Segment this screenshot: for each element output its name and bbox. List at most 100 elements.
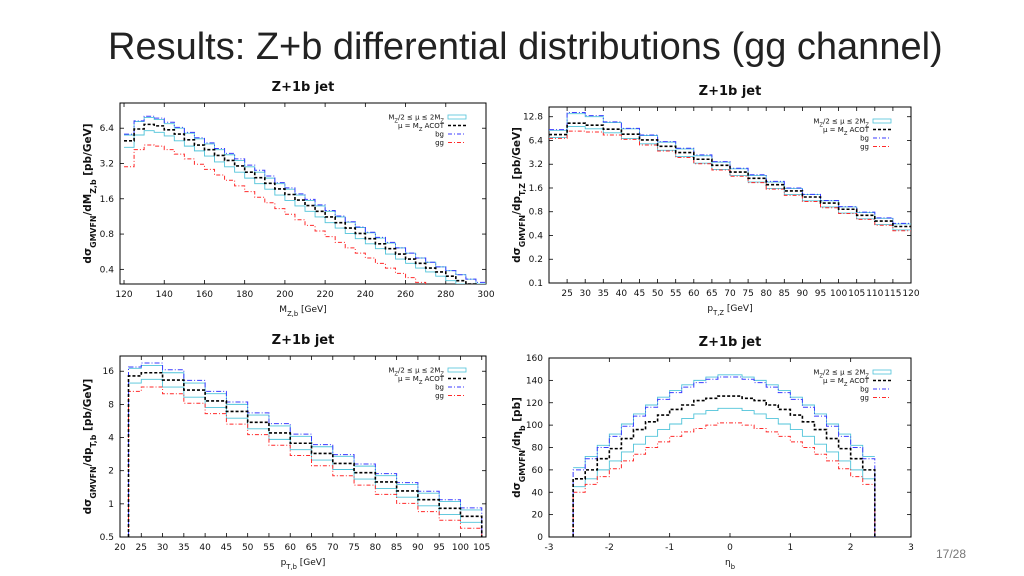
legend-label: bg (860, 386, 869, 394)
series-group (549, 111, 911, 232)
x-tick-label: 30 (157, 543, 169, 553)
y-tick-label: 12.8 (523, 113, 543, 123)
legend-swatch (447, 114, 467, 120)
y-tick-label: 140 (526, 376, 543, 386)
x-tick-label: 85 (391, 543, 402, 553)
x-tick-label: 200 (276, 290, 293, 300)
plot-frame (119, 355, 487, 538)
legend-label: gg (435, 392, 444, 400)
legend-swatch (447, 367, 467, 373)
x-tick-label: 160 (196, 290, 213, 300)
legend-label: μ = MZ ACOT (823, 377, 870, 388)
series-group (127, 362, 483, 537)
x-tick-label: 3 (908, 543, 914, 553)
slide-title: Results: Z+b differential distributions … (108, 26, 943, 68)
plot-frame (119, 102, 487, 285)
x-tick-label: 80 (760, 289, 772, 299)
y-tick-label: 6.4 (100, 124, 115, 134)
x-tick-label: 65 (306, 543, 317, 553)
legend-label: gg (860, 143, 869, 151)
y-tick-label: 8 (108, 400, 114, 410)
legend-label: μ = MZ ACOT (823, 126, 870, 137)
x-tick-label: 90 (412, 543, 424, 553)
legend-label: MZ/2 ≤ μ ≤ 2MZ (388, 114, 444, 125)
x-tick-label: 85 (779, 289, 790, 299)
y-tick-label: 0.5 (100, 533, 114, 543)
y-tick-label: 0.4 (100, 265, 115, 275)
x-tick-label: 75 (742, 289, 753, 299)
x-tick-label: 110 (866, 289, 883, 299)
y-axis-label: dσGMVFN/dpT,b [pb/GeV] (82, 379, 98, 515)
x-tick-label: 105 (848, 289, 865, 299)
chart-title: Z+1b jet (699, 84, 762, 99)
x-axis-label: ηb (725, 558, 735, 571)
x-tick-label: 25 (136, 543, 147, 553)
y-tick-label: 100 (526, 421, 543, 431)
y-tick-label: 120 (526, 399, 543, 409)
x-tick-label: 35 (598, 289, 609, 299)
x-tick-label: 80 (370, 543, 382, 553)
x-tick-label: 70 (724, 289, 736, 299)
x-axis-label: MZ,b [GeV] (279, 305, 326, 318)
x-tick-label: -3 (545, 543, 554, 553)
chart-title: Z+1b jet (272, 333, 335, 348)
scale-band-upper (573, 374, 875, 469)
y-tick-label: 3.2 (529, 160, 543, 170)
x-tick-label: 180 (236, 290, 253, 300)
series-bg (549, 111, 911, 224)
x-tick-label: 280 (437, 290, 454, 300)
x-tick-label: 70 (327, 543, 339, 553)
scale-band-upper (124, 117, 486, 284)
x-tick-label: 30 (579, 289, 591, 299)
series-bg (128, 362, 483, 537)
y-tick-label: 4 (108, 434, 114, 444)
series-gg (572, 422, 876, 537)
x-tick-label: 45 (634, 289, 645, 299)
y-tick-label: 20 (532, 511, 544, 521)
series-group (124, 115, 486, 284)
x-tick-label: 140 (156, 290, 173, 300)
series-acot (127, 371, 483, 537)
x-tick-label: 100 (452, 543, 469, 553)
legend-label: gg (860, 394, 869, 402)
x-axis-label: pT,b [GeV] (281, 558, 326, 571)
y-tick-label: 160 (526, 354, 543, 364)
x-tick-label: 60 (285, 543, 297, 553)
series-group (572, 374, 876, 537)
x-tick-label: -1 (665, 543, 674, 553)
y-tick-label: 0.4 (529, 231, 544, 241)
legend-label: μ = MZ ACOT (398, 375, 445, 386)
x-tick-label: 35 (178, 543, 189, 553)
y-tick-label: 60 (532, 466, 544, 476)
x-tick-label: 105 (473, 543, 490, 553)
x-tick-label: 55 (670, 289, 681, 299)
legend-label: MZ/2 ≤ μ ≤ 2MZ (813, 369, 869, 380)
legend-label: μ = MZ ACOT (398, 122, 445, 133)
series-bg (124, 115, 486, 283)
y-tick-label: 1.6 (100, 195, 115, 205)
x-tick-label: 50 (652, 289, 664, 299)
series-acot (124, 123, 477, 284)
x-tick-label: 90 (797, 289, 809, 299)
legend-label: MZ/2 ≤ μ ≤ 2MZ (813, 118, 869, 129)
legend-label: MZ/2 ≤ μ ≤ 2MZ (388, 367, 444, 378)
legend-label: bg (435, 384, 444, 392)
series-acot (549, 122, 911, 228)
x-tick-label: 2 (848, 543, 854, 553)
x-tick-label: 240 (357, 290, 374, 300)
x-tick-label: 300 (477, 290, 494, 300)
scale-band-lower (124, 130, 467, 284)
series-acot (572, 395, 876, 537)
x-tick-label: 1 (787, 543, 793, 553)
y-tick-label: 0 (537, 533, 543, 543)
chart-panel-4: Z+1b jet -3 -2 -1 0 1 2 3 0 20 40 60 80 100 120 140 160 η… (511, 335, 914, 571)
x-tick-label: 120 (115, 290, 132, 300)
x-tick-label: 40 (616, 289, 628, 299)
y-tick-label: 16 (103, 367, 115, 377)
x-tick-label: 65 (706, 289, 717, 299)
x-tick-label: 55 (263, 543, 274, 553)
x-tick-label: 95 (815, 289, 826, 299)
y-tick-label: 1 (108, 500, 114, 510)
